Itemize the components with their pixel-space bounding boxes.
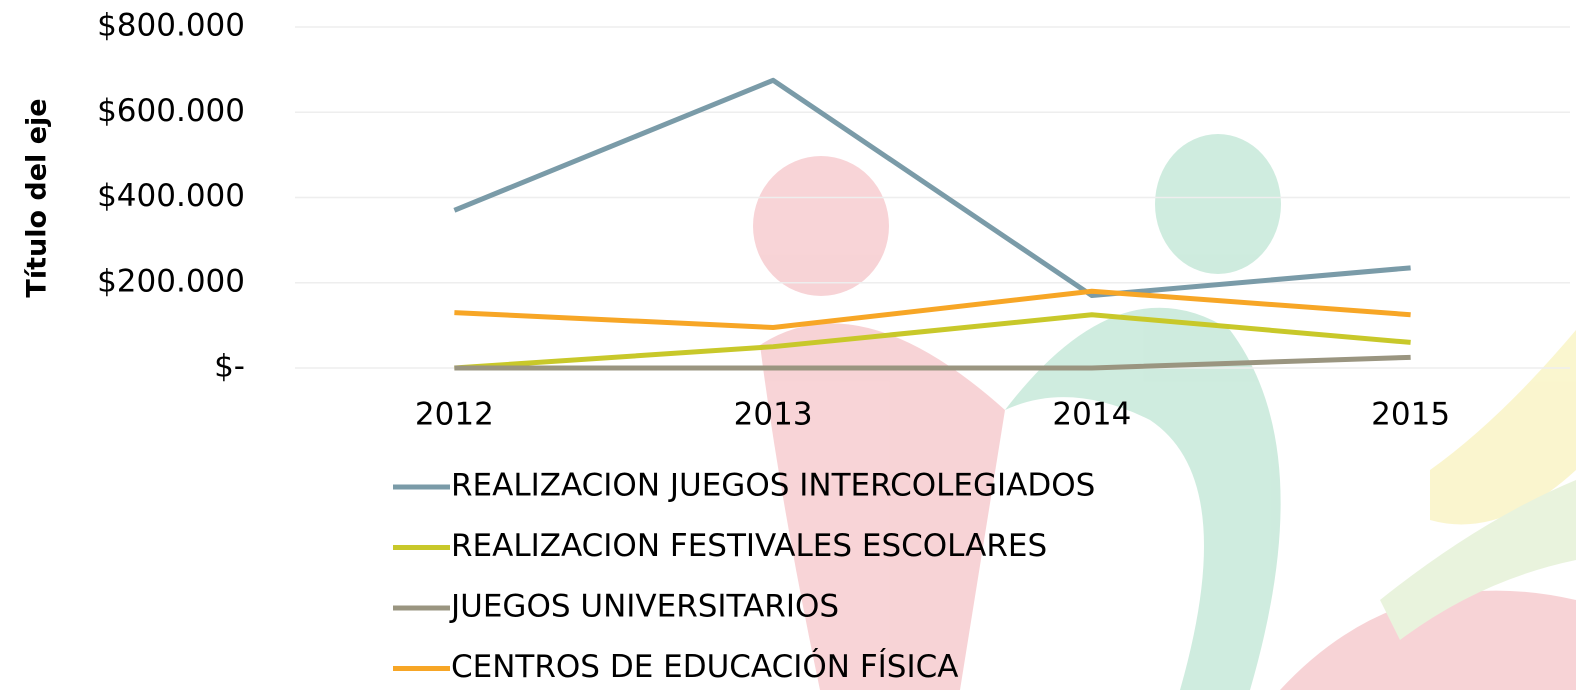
x-tick-label: 2013 <box>734 397 813 433</box>
series-line <box>454 354 1411 371</box>
series-line <box>454 288 1411 331</box>
legend-label: CENTROS DE EDUCACIÓN FÍSICA <box>451 648 958 685</box>
x-tick-label: 2014 <box>1052 397 1131 433</box>
legend-label: REALIZACION JUEGOS INTERCOLEGIADOS <box>451 468 1095 504</box>
legend-label: REALIZACION FESTIVALES ESCOLARES <box>451 528 1047 564</box>
legend-label: JUEGOS UNIVERSITARIOS <box>449 589 839 625</box>
background-decoration <box>753 134 1576 690</box>
y-axis-title: Título del eje <box>22 98 53 297</box>
y-tick-label: $600.000 <box>97 93 245 129</box>
y-tick-label: $- <box>214 349 245 385</box>
series-line <box>453 77 1411 299</box>
x-tick-label: 2012 <box>415 397 494 433</box>
x-tick-label: 2015 <box>1371 397 1450 433</box>
y-tick-label: $400.000 <box>97 178 245 214</box>
y-tick-label: $800.000 <box>97 8 245 44</box>
y-tick-label: $200.000 <box>97 263 245 299</box>
series-line <box>454 312 1411 371</box>
